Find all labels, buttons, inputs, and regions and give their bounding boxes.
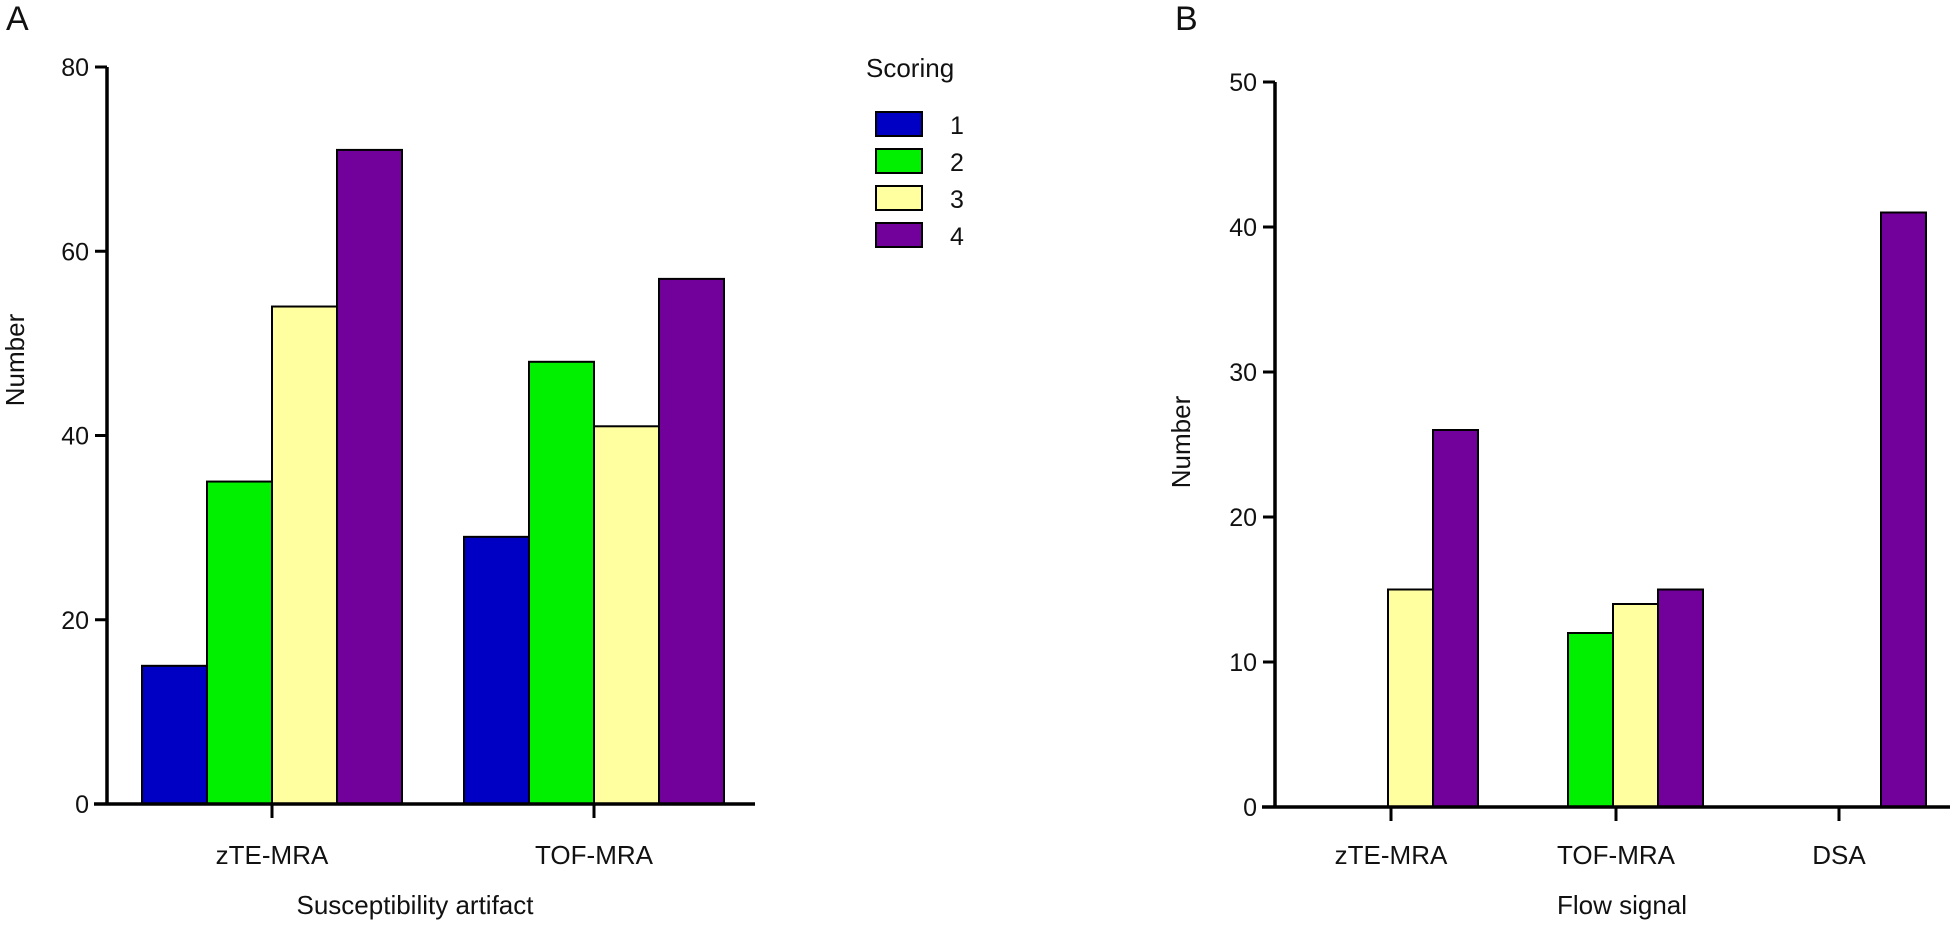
panel-b-x-ticks: zTE-MRA TOF-MRA DSA	[1335, 807, 1866, 870]
panel-b: B Number Flow signal 0 10 20 30 40 50 zTE-MRA…	[1166, 0, 1950, 920]
legend-items: 1 2 3 4	[875, 111, 964, 251]
panel-a-y-ticks: 0 20 40 60 80	[61, 54, 107, 819]
bar-dsa-scoring-4	[1880, 211, 1927, 808]
x-tick-label-zte-mra: zTE-MRA	[1335, 840, 1448, 870]
y-tick-label: 20	[61, 607, 89, 635]
bar-tof-mra-scoring-3	[593, 425, 660, 805]
legend-label-2: 2	[950, 149, 964, 177]
bar-tof-mra-scoring-2	[528, 360, 595, 805]
panel-b-y-axis-title: Number	[1166, 395, 1196, 488]
y-tick-label: 20	[1229, 504, 1257, 532]
legend-label-1: 1	[950, 112, 964, 140]
x-tick-label-tof-mra: TOF-MRA	[535, 840, 654, 870]
y-tick-label: 60	[61, 238, 89, 266]
legend-title: Scoring	[866, 53, 954, 83]
bar-tof-mra-scoring-4	[658, 277, 725, 805]
panel-b-x-axis-title: Flow signal	[1557, 890, 1687, 920]
y-tick-label: 10	[1229, 649, 1257, 677]
panel-a-y-axis-title: Number	[0, 313, 30, 406]
bar-zte-mra-scoring-3	[271, 305, 338, 805]
panel-a-bars	[141, 148, 725, 806]
y-tick-label: 30	[1229, 359, 1257, 387]
bar-zte-mra-scoring-4	[336, 148, 403, 806]
x-tick-label-dsa: DSA	[1812, 840, 1866, 870]
bar-tof-mra-scoring-2	[1567, 632, 1614, 808]
y-tick-label: 40	[1229, 214, 1257, 242]
bar-zte-mra-scoring-2	[206, 480, 273, 805]
y-tick-label: 50	[1229, 69, 1257, 97]
bar-tof-mra-scoring-1	[463, 535, 530, 806]
x-tick-label-tof-mra: TOF-MRA	[1557, 840, 1676, 870]
legend-swatch-3	[875, 185, 923, 211]
legend-swatch-1	[875, 111, 923, 137]
legend-swatch-2	[875, 148, 923, 174]
panel-a-letter: A	[6, 0, 29, 38]
y-tick-label: 40	[61, 423, 89, 451]
panel-b-letter: B	[1175, 0, 1198, 38]
bar-zte-mra-scoring-1	[141, 664, 208, 805]
panel-b-bars	[1387, 211, 1927, 808]
legend-label-3: 3	[950, 186, 964, 214]
bar-zte-mra-scoring-3	[1387, 588, 1434, 808]
bar-zte-mra-scoring-4	[1432, 429, 1479, 808]
x-tick-label-zte-mra: zTE-MRA	[216, 840, 329, 870]
panel-a-legend: Scoring 1 2 3 4	[866, 53, 964, 251]
panel-b-y-ticks: 0 10 20 30 40 50	[1229, 69, 1275, 822]
y-tick-label: 0	[75, 791, 89, 819]
legend-label-4: 4	[950, 223, 964, 251]
y-tick-label: 0	[1243, 794, 1257, 822]
legend-swatch-4	[875, 222, 923, 248]
panel-a-x-axis-title: Susceptibility artifact	[297, 890, 535, 920]
panel-a: A Number Susceptibility artifact 0 20 40 60…	[0, 0, 964, 920]
y-tick-label: 80	[61, 54, 89, 82]
bar-tof-mra-scoring-4	[1657, 588, 1704, 808]
bar-tof-mra-scoring-3	[1612, 603, 1659, 808]
panel-a-x-ticks: zTE-MRA TOF-MRA	[216, 804, 654, 870]
